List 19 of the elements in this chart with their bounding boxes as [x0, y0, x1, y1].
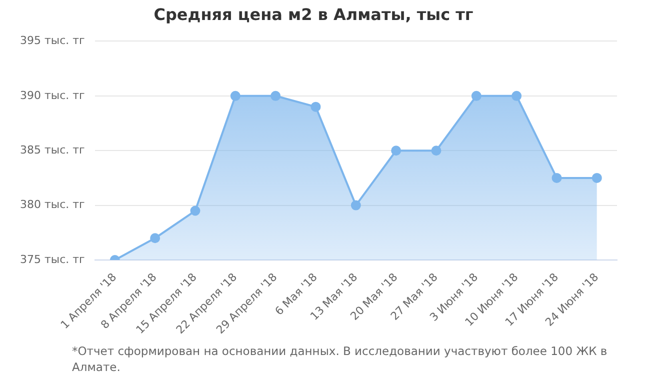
point [230, 90, 240, 101]
point [270, 90, 281, 101]
point [471, 90, 482, 101]
point [391, 146, 402, 156]
point [431, 146, 442, 156]
y-tick-label: 390 тыс. тг [20, 88, 86, 102]
text: *Отчет сформирован на основании данных. В исследовании участвуют более 100 ЖК в Алмате. [72, 343, 608, 375]
chart-title: Средняя цена м2 в Алматы, тыс тг [154, 4, 474, 24]
point [190, 206, 200, 216]
y-tick-label: 380 тыс. тг [20, 198, 86, 212]
point [310, 102, 321, 112]
y-tick-label: 395 тыс. тг [20, 34, 86, 48]
y-tick-label: 375 тыс. тг [20, 252, 86, 266]
point [552, 172, 562, 183]
y-tick-label: 385 тыс. тг [20, 143, 86, 156]
point [592, 172, 602, 183]
point [350, 200, 361, 210]
point [150, 233, 160, 244]
point [512, 90, 522, 101]
